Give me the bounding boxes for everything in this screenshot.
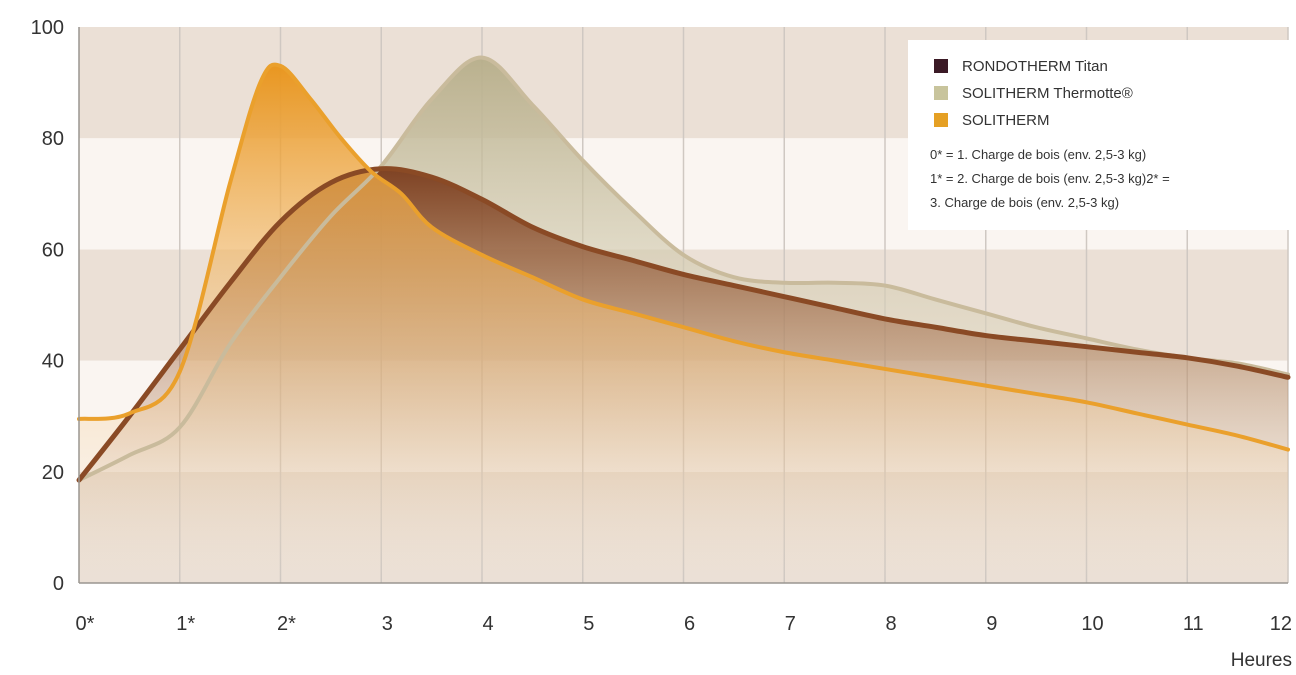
x-tick-label-7: 7 [785,613,796,635]
x-tick-label-8: 8 [885,613,896,635]
x-tick-label-12: 12 [1270,613,1292,635]
line-rondotherm-titan [76,166,1291,483]
legend-label-solitherm: SOLITHERM [962,112,1050,129]
y-tick-label-100: 100 [31,17,64,39]
x-tick-label-1: 1* [176,613,195,635]
x-tick-label-2: 2* [277,613,296,635]
legend-swatch-rondotherm-titan [934,59,948,73]
legend-item-solitherm-thermotte: SOLITHERM Thermotte® [934,85,1133,102]
legend: RONDOTHERM Titan SOLITHERM Thermotte® SO… [908,40,1292,230]
y-tick-label-0: 0 [53,573,64,595]
legend-label-rondotherm-titan: RONDOTHERM Titan [962,58,1108,75]
legend-swatch-solitherm-thermotte [934,86,948,100]
y-tick-labels: 0 20 40 60 80 100 [31,17,64,595]
area-solitherm [79,64,1288,583]
legend-note-3: 3. Charge de bois (env. 2,5-3 kg) [930,195,1119,210]
y-tick-label-60: 60 [42,239,64,261]
x-tick-label-9: 9 [986,613,997,635]
legend-note-1: 0* = 1. Charge de bois (env. 2,5-3 kg) [930,147,1146,162]
legend-note-2: 1* = 2. Charge de bois (env. 2,5-3 kg)2*… [930,171,1170,186]
series-lines [76,55,1291,483]
x-axis-title: Heures [1231,650,1292,670]
y-tick-label-40: 40 [42,351,64,373]
legend-label-solitherm-thermotte: SOLITHERM Thermotte® [962,85,1133,102]
series-areas [79,57,1288,583]
x-tick-label-11: 11 [1183,613,1204,635]
x-tick-label-0: 0* [76,613,95,635]
x-tick-label-4: 4 [482,613,493,635]
line-solitherm [77,62,1290,452]
x-tick-label-6: 6 [684,613,695,635]
x-tick-label-10: 10 [1081,613,1103,635]
x-tick-label-3: 3 [382,613,393,635]
legend-swatch-solitherm [934,113,948,127]
y-tick-label-20: 20 [42,462,64,484]
line-solitherm-thermotte [77,55,1290,483]
x-tick-labels: 0* 1* 2* 3 4 5 6 7 8 9 10 11 12 [76,613,1292,635]
axes [78,27,1288,584]
legend-background [908,40,1292,230]
legend-item-rondotherm-titan: RONDOTHERM Titan [934,58,1108,75]
x-tick-label-5: 5 [583,613,594,635]
legend-item-solitherm: SOLITHERM [934,112,1050,129]
y-tick-label-80: 80 [42,128,64,150]
